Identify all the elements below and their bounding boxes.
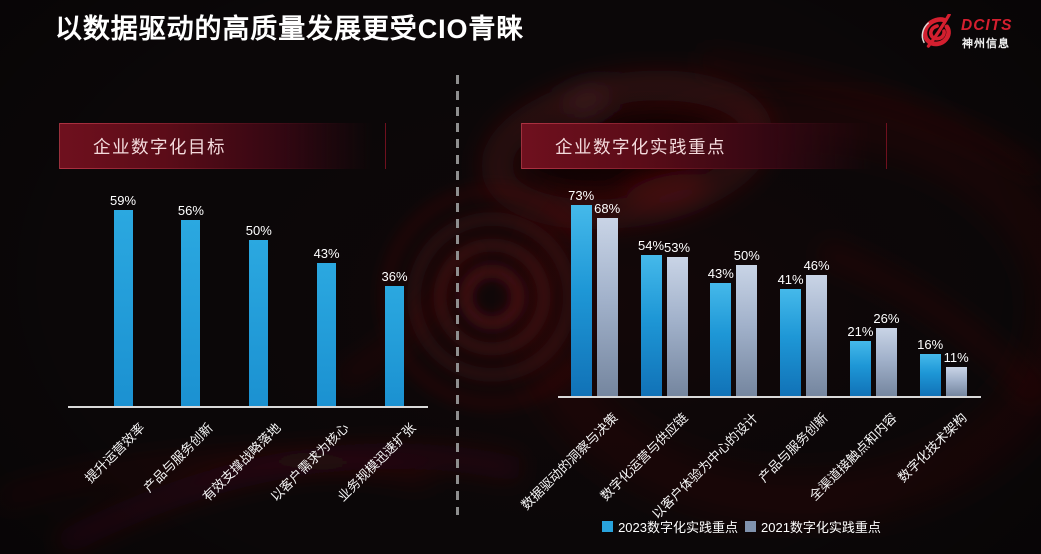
value-label: 21% bbox=[847, 323, 874, 339]
value-label: 43% bbox=[313, 245, 340, 261]
value-label: 16% bbox=[917, 337, 944, 353]
right-chart-legend: 2023数字化实践重点 2021数字化实践重点 bbox=[530, 517, 953, 536]
bar bbox=[875, 327, 897, 396]
bar bbox=[806, 275, 828, 396]
page-title: 以数据驱动的高质量发展更受CIO青睐 bbox=[55, 14, 525, 44]
legend-swatch bbox=[602, 521, 614, 532]
bar bbox=[640, 254, 662, 396]
dcits-logo: DCITS 神州信息 bbox=[917, 12, 1027, 52]
vertical-dashed-divider bbox=[456, 75, 459, 515]
value-label: 50% bbox=[733, 248, 760, 263]
right-section-header: 企业数字化实践重点 bbox=[521, 123, 887, 169]
bar bbox=[596, 217, 618, 396]
logo-brand-text: DCITS bbox=[961, 17, 1013, 34]
legend-item: 2021数字化实践重点 bbox=[745, 517, 881, 536]
bar bbox=[849, 340, 871, 396]
value-label: 54% bbox=[637, 237, 665, 253]
bar bbox=[945, 367, 967, 396]
bar bbox=[919, 354, 941, 396]
legend-item: 2023数字化实践重点 bbox=[602, 517, 738, 536]
value-label: 68% bbox=[594, 200, 621, 216]
legend-label: 2023数字化实践重点 bbox=[618, 520, 738, 535]
left-section-title: 企业数字化目标 bbox=[93, 136, 226, 157]
value-label: 59% bbox=[109, 192, 137, 208]
bar bbox=[249, 239, 269, 406]
bar bbox=[666, 257, 688, 396]
value-label: 26% bbox=[873, 310, 900, 326]
category-label: 数字化技术架构 bbox=[894, 410, 970, 486]
legend-label: 2021数字化实践重点 bbox=[761, 520, 881, 535]
x-axis-line bbox=[68, 406, 428, 408]
value-label: 41% bbox=[777, 271, 804, 287]
bar bbox=[780, 288, 802, 396]
value-label: 11% bbox=[943, 350, 969, 366]
value-label: 53% bbox=[663, 240, 691, 256]
bar bbox=[181, 219, 201, 406]
x-axis-line bbox=[558, 396, 981, 398]
bar bbox=[710, 283, 732, 396]
value-label: 43% bbox=[707, 266, 734, 282]
value-label: 56% bbox=[177, 202, 204, 218]
bar bbox=[113, 209, 133, 406]
bar bbox=[385, 286, 404, 406]
left-section-header: 企业数字化目标 bbox=[59, 123, 386, 169]
category-label: 提升运营效率 bbox=[81, 420, 148, 486]
legend-swatch bbox=[745, 521, 756, 532]
bar bbox=[317, 262, 337, 406]
value-label: 73% bbox=[568, 187, 595, 203]
value-label: 46% bbox=[803, 258, 830, 274]
bar bbox=[570, 204, 592, 396]
value-label: 36% bbox=[381, 269, 408, 285]
right-section-title: 企业数字化实践重点 bbox=[555, 136, 726, 157]
dcits-swirl-icon bbox=[921, 14, 951, 48]
bar bbox=[736, 265, 758, 396]
bg-concentric-rings bbox=[378, 183, 606, 411]
logo-brand-cn-text: 神州信息 bbox=[962, 38, 1010, 50]
value-label: 50% bbox=[245, 222, 272, 238]
